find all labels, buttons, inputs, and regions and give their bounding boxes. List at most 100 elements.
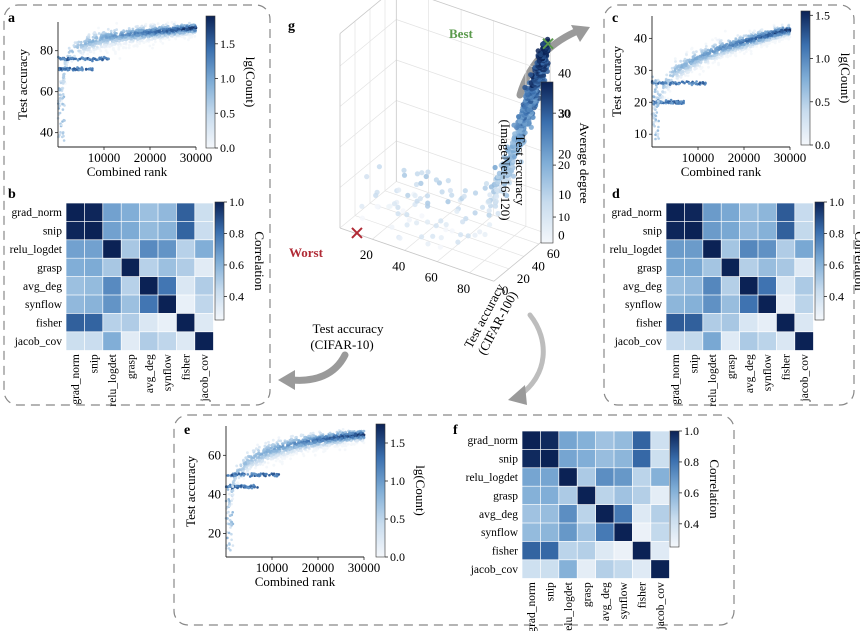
grid-line	[339, 59, 397, 107]
density-point	[265, 465, 269, 469]
density-point	[669, 98, 673, 102]
scatter3d-point	[419, 234, 425, 240]
frame-left	[3, 4, 271, 406]
scatter3d-point	[396, 187, 402, 193]
density-point	[228, 492, 231, 496]
density-point	[70, 49, 74, 53]
density-point	[141, 32, 145, 36]
density-point	[355, 439, 359, 443]
density-point	[760, 45, 763, 49]
scatter3d-point	[482, 231, 488, 238]
density-point	[98, 56, 101, 60]
scatter3d-point	[487, 222, 493, 228]
density-point	[728, 46, 732, 50]
heatmap-cell	[613, 522, 634, 543]
density-point	[289, 435, 293, 438]
scatter3d-point	[486, 208, 492, 214]
grid-line	[354, 215, 510, 270]
heatmap-cell	[176, 294, 196, 315]
density-point	[111, 43, 114, 47]
panel-letter-c: c	[612, 11, 618, 26]
density-point	[87, 48, 91, 52]
density-point	[707, 57, 711, 60]
heatmap-cell	[540, 541, 560, 561]
density-point	[81, 44, 85, 47]
density-point	[226, 488, 230, 491]
density-point	[697, 82, 701, 86]
scatter3d-point	[535, 48, 541, 54]
y-axis-label-c: Test accuracy	[609, 46, 624, 117]
density-point	[265, 472, 268, 476]
density-point	[745, 39, 748, 43]
scatter3d-point	[359, 215, 365, 221]
density-point	[89, 50, 93, 53]
panel-letter-d: d	[612, 187, 620, 202]
density-point	[763, 35, 767, 39]
density-point	[328, 439, 332, 443]
density-point	[267, 440, 270, 444]
density-point	[73, 54, 76, 58]
heatmap-cell	[139, 221, 159, 241]
density-point	[263, 460, 267, 464]
density-point	[724, 47, 728, 50]
density-point	[653, 90, 657, 93]
heatmap-cell	[157, 239, 178, 259]
scatter3d-point	[449, 228, 455, 234]
density-point	[661, 90, 665, 94]
scatter3d-point	[424, 193, 431, 199]
scatter3d-point	[404, 212, 410, 218]
density-point	[660, 82, 663, 85]
colorbar-tick-label-c: 1.5	[815, 8, 830, 22]
scatter3d-point	[458, 232, 464, 238]
density-point	[782, 35, 786, 38]
density-point	[731, 44, 734, 47]
density-point	[261, 463, 265, 466]
density-point	[303, 441, 306, 445]
density-point	[706, 52, 710, 56]
scatter3d-point	[526, 107, 532, 113]
density-point	[711, 57, 715, 60]
density-point	[146, 38, 149, 42]
scatter3d-point	[528, 124, 534, 130]
heatmap-cell	[540, 449, 560, 469]
heatmap-cell	[558, 430, 578, 451]
density-point	[689, 62, 693, 66]
density-point	[776, 36, 780, 40]
panel-letter-g: g	[288, 19, 295, 34]
density-point	[362, 436, 366, 440]
scatter3d-point	[425, 203, 431, 209]
density-point	[99, 45, 103, 48]
heatmap-cell	[558, 541, 578, 561]
heatmap-cell	[102, 294, 122, 315]
density-point	[765, 38, 769, 42]
y-axis-label-e: Test accuracy	[183, 456, 198, 527]
density-point	[349, 439, 353, 443]
x-tick-label: 80	[457, 281, 470, 296]
density-point	[156, 22, 160, 26]
density-point	[690, 46, 694, 50]
density-point	[736, 34, 740, 37]
density-point	[684, 60, 688, 63]
heatmap-cell	[157, 221, 178, 241]
density-point	[87, 33, 91, 37]
worst-label: Worst	[289, 245, 324, 260]
heatmap-row-label-b: jacob_cov	[14, 336, 63, 348]
density-point	[766, 42, 769, 46]
colorbar-tick-label-f: 0.8	[684, 455, 699, 469]
density-point	[359, 431, 363, 435]
density-point	[62, 134, 65, 138]
density-point	[173, 35, 177, 39]
scatter3d-point	[494, 193, 500, 200]
heatmap-cell	[558, 449, 578, 469]
density-point	[657, 137, 660, 140]
density-point	[62, 118, 66, 122]
density-point	[313, 453, 317, 457]
x-tick-label: 20	[360, 247, 373, 262]
density-points-c	[650, 23, 792, 141]
density-point	[698, 73, 702, 76]
density-point	[225, 511, 229, 515]
colorbar-tick-label-c: 1.0	[815, 52, 830, 66]
density-point	[771, 39, 775, 43]
density-point	[94, 36, 98, 39]
heatmap-row-label-f: jacob_cov	[470, 564, 519, 576]
